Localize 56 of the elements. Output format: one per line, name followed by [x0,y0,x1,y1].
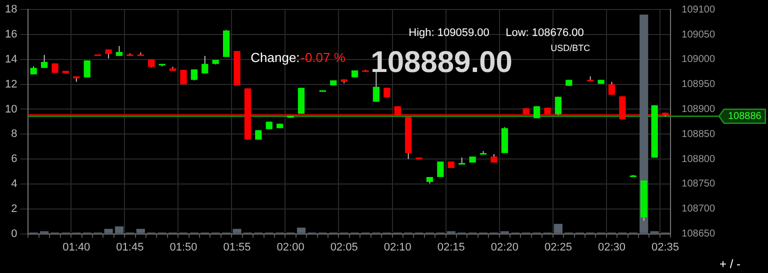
bar [232,228,242,234]
annotation: USD/BTC [550,43,591,53]
x-tick-label: 02:30 [598,241,626,254]
candlestick [202,55,208,74]
y2-tick-label: 108800 [682,154,716,165]
x-tick-label: 02:15 [437,241,465,254]
y-tick-label: 10 [4,103,18,116]
bar [296,228,306,234]
x-tick-label: 02:05 [330,241,358,254]
candlestick [437,161,444,178]
y2-tick-label: 108700 [682,204,716,215]
x-tick-label: 01:45 [116,241,144,254]
y-tick-label: 16 [4,28,18,41]
y-tick-label: 0 [11,228,18,240]
y-tick-label: 12 [4,78,18,90]
y-tick-label: 6 [11,153,18,166]
annotation: -0.07 % [300,50,346,65]
y-tick-label: 4 [11,178,18,190]
y2-tick-label: 108950 [682,79,716,90]
y2-tick-label: 109050 [682,29,716,40]
candlestick [84,60,90,78]
y2-tick-label: 109100 [682,4,716,16]
y2-tick-label: 108650 [682,228,716,240]
y-tick-label: 2 [11,202,18,215]
y2-tick-label: 108900 [682,104,716,115]
candlestick [554,96,562,116]
x-tick-label: 01:55 [223,241,251,254]
x-tick-label: 02:20 [490,241,518,254]
candlestick [180,69,187,85]
x-tick-label: 02:00 [276,241,304,254]
y-tick-label: 14 [4,53,18,66]
x-tick-label: 02:10 [384,241,412,254]
ref-line-label: 108886 [728,110,762,122]
candlestick [116,45,123,56]
candlestick [40,54,48,68]
annotation: Low: 108676.00 [506,27,584,39]
annotation: 108889.00 [370,46,512,79]
y2-tick-label: 108750 [682,178,716,190]
bar [554,224,562,234]
x-tick-label: 02:25 [544,241,572,254]
candlestick [458,157,466,165]
x-tick-label: 01:40 [62,241,90,254]
bar [104,228,113,234]
annotation: High: 109059.00 [408,27,490,39]
x-tick-label: 02:35 [652,241,680,254]
annotation: Change: [250,50,300,65]
bar [136,228,145,234]
candlestick [372,70,380,102]
text: + / - [719,257,741,271]
y-tick-label: 8 [11,128,18,140]
y2-tick-label: 109000 [682,54,716,66]
candlestick [608,81,616,96]
y-tick-label: 18 [4,4,18,16]
bar [114,226,124,234]
x-tick-label: 01:50 [170,241,198,254]
y2-tick-label: 108850 [682,128,716,140]
